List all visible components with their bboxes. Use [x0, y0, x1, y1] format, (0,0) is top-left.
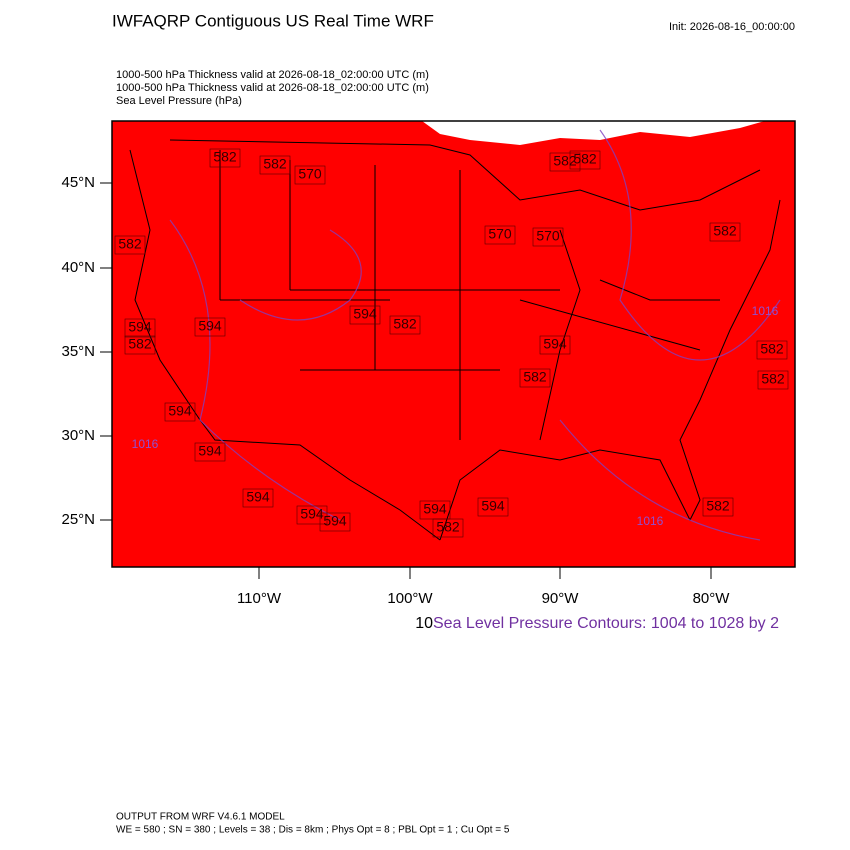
- label-box: [756, 340, 788, 360]
- label-box: [702, 497, 734, 517]
- thickness-label: 582: [436, 519, 460, 535]
- label-box: [164, 402, 196, 422]
- thickness-label: 582: [573, 151, 597, 167]
- lon-label: 90°W: [542, 590, 580, 607]
- borders: [129, 139, 781, 541]
- footer: OUTPUT FROM WRF V4.6.1 MODEL: [116, 812, 285, 823]
- label-box: [569, 150, 601, 170]
- label-box: [296, 505, 328, 525]
- lat-label: 40°N: [61, 259, 95, 276]
- thickness-label: 582: [523, 369, 547, 385]
- thickness-label: 594: [198, 318, 222, 334]
- thickness-label: 594: [300, 506, 324, 522]
- canada-area: [422, 121, 765, 145]
- lat-label: 35°N: [61, 343, 95, 360]
- thickness-label: 582: [760, 341, 784, 357]
- lat-label: 45°N: [61, 174, 95, 191]
- label-box: [709, 222, 741, 242]
- label-box: [194, 317, 226, 337]
- init-time: Init: 2026-08-16_00:00:00: [669, 21, 795, 33]
- label-box: [259, 155, 291, 175]
- thickness-label: 570: [298, 166, 322, 182]
- label-box: [549, 152, 581, 172]
- thickness-label: 594: [423, 501, 447, 517]
- thickness-label: 594: [246, 489, 270, 505]
- field-label: Sea Level Pressure (hPa): [116, 95, 242, 107]
- label-box: [757, 370, 789, 390]
- thickness-label: 594: [128, 319, 152, 335]
- thickness-label: 594: [198, 443, 222, 459]
- label-box: [389, 315, 421, 335]
- lat-label: 30°N: [61, 427, 95, 444]
- label-box: [114, 235, 146, 255]
- footer: WE = 580 ; SN = 380 ; Levels = 38 ; Dis …: [116, 825, 510, 836]
- label-box: [194, 442, 226, 462]
- label-box: [349, 305, 381, 325]
- label-box: [319, 512, 351, 532]
- thickness-label: 594: [481, 498, 505, 514]
- legend-text: Sea Level Pressure Contours: 1004 to 102…: [433, 615, 779, 632]
- pressure-label: 1016: [752, 304, 779, 318]
- thickness-label: 582: [263, 156, 287, 172]
- label-box: [519, 368, 551, 388]
- lon-label: 80°W: [693, 590, 731, 607]
- pressure-label: 1016: [637, 514, 664, 528]
- thickness-label: 594: [543, 336, 567, 352]
- pressure-label: 1016: [132, 437, 159, 451]
- thickness-label: 570: [488, 226, 512, 242]
- thickness-label: 570: [536, 228, 560, 244]
- thickness-label: 594: [353, 306, 377, 322]
- thickness-label: 582: [128, 336, 152, 352]
- label-box: [477, 497, 509, 517]
- label-box: [242, 488, 274, 508]
- map-background: [112, 121, 795, 567]
- label-box: [532, 227, 564, 247]
- thickness-label: 582: [761, 371, 785, 387]
- thickness-label: 582: [706, 498, 730, 514]
- legend-prefix: 10: [415, 615, 433, 632]
- label-box: [294, 165, 326, 185]
- title: IWFAQRP Contiguous US Real Time WRF: [112, 11, 434, 30]
- pressure-contours: [169, 129, 781, 541]
- lon-label: 100°W: [387, 590, 433, 607]
- thickness-label: 582: [713, 223, 737, 239]
- lat-label: 25°N: [61, 511, 95, 528]
- field-label: 1000-500 hPa Thickness valid at 2026-08-…: [116, 69, 429, 81]
- label-box: [432, 518, 464, 538]
- thickness-label: 582: [393, 316, 417, 332]
- lon-label: 110°W: [237, 590, 282, 607]
- thickness-label: 594: [323, 513, 347, 529]
- map-frame: [111, 120, 796, 568]
- thickness-label: 582: [118, 236, 142, 252]
- label-box: [124, 335, 156, 355]
- thickness-label: 582: [213, 149, 237, 165]
- label-box: [124, 318, 156, 338]
- label-box: [484, 225, 516, 245]
- thickness-label: 582: [553, 153, 577, 169]
- label-box: [209, 148, 241, 168]
- thickness-label: 594: [168, 403, 192, 419]
- label-box: [539, 335, 571, 355]
- field-label: 1000-500 hPa Thickness valid at 2026-08-…: [116, 82, 429, 94]
